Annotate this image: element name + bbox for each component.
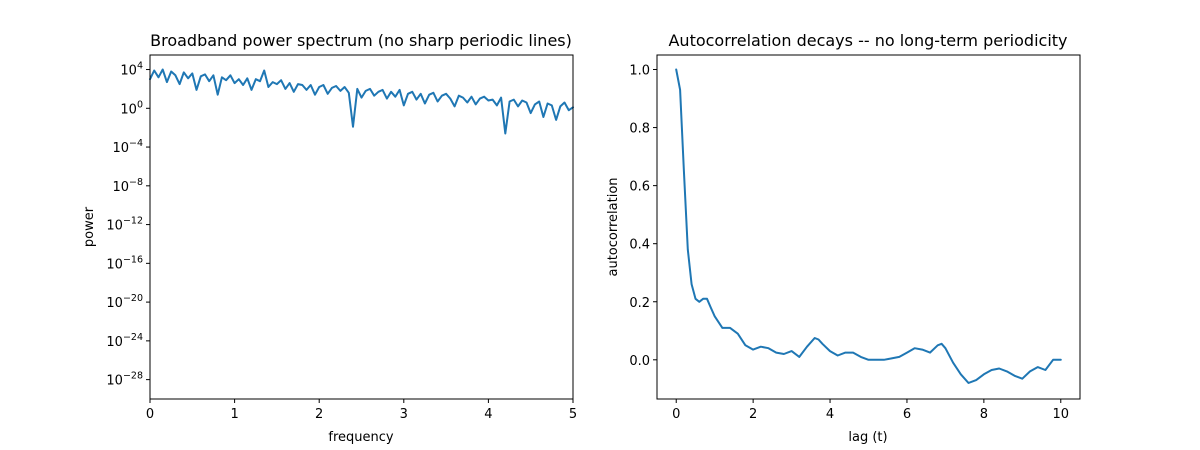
spectrum-panel: Broadband power spectrum (no sharp perio… — [82, 31, 577, 445]
spectrum-x-tick-label: 0 — [146, 407, 154, 422]
autocorrelation-title: Autocorrelation decays -- no long-term p… — [668, 31, 1067, 50]
spectrum-y-tick-exponent: 0 — [137, 99, 143, 110]
spectrum-y-tick-label: 10−4 — [112, 138, 143, 156]
spectrum-x-ticks: 0 1 2 3 4 5 — [146, 399, 577, 422]
autocorrelation-axes-frame — [656, 54, 1081, 400]
autocorrelation-y-tick-label: 0.6 — [629, 180, 650, 195]
autocorrelation-x-tick-label: 2 — [749, 407, 757, 422]
spectrum-y-tick-base: 10 — [106, 374, 123, 389]
autocorrelation-x-tick-label: 8 — [980, 407, 988, 422]
spectrum-y-tick-label: 10−28 — [106, 371, 143, 389]
spectrum-y-tick-label: 104 — [120, 61, 143, 79]
autocorrelation-y-tick-label: 0.8 — [629, 122, 650, 137]
autocorrelation-x-tick-label: 6 — [903, 407, 911, 422]
spectrum-x-label: frequency — [328, 430, 394, 445]
spectrum-series — [149, 68, 574, 135]
spectrum-y-tick-base: 10 — [106, 257, 123, 272]
autocorrelation-series — [675, 68, 1062, 384]
spectrum-y-tick-exponent: −24 — [123, 332, 143, 343]
autocorrelation-y-tick-label: 0.2 — [629, 296, 650, 311]
spectrum-y-tick-base: 10 — [106, 296, 123, 311]
autocorrelation-x-label: lag (t) — [848, 430, 887, 445]
spectrum-x-tick-label: 4 — [484, 407, 492, 422]
autocorrelation-line — [675, 68, 1062, 384]
spectrum-y-label: power — [82, 206, 97, 247]
spectrum-y-tick-label: 100 — [120, 99, 143, 117]
spectrum-y-tick-base: 10 — [120, 64, 137, 79]
spectrum-y-tick-exponent: −4 — [129, 138, 143, 149]
spectrum-y-tick-base: 10 — [112, 141, 129, 156]
spectrum-title: Broadband power spectrum (no sharp perio… — [150, 31, 572, 50]
spectrum-y-tick-exponent: −28 — [123, 371, 143, 382]
autocorrelation-y-tick-label: 0.4 — [629, 238, 650, 253]
spectrum-y-tick-base: 10 — [112, 180, 129, 195]
spectrum-y-tick-exponent: 4 — [137, 61, 143, 72]
autocorrelation-y-ticks: 0.0 0.2 0.4 0.6 0.8 1.0 — [629, 64, 657, 369]
spectrum-y-tick-exponent: −12 — [123, 216, 143, 227]
spectrum-x-tick-label: 2 — [315, 407, 323, 422]
spectrum-line — [149, 68, 574, 135]
spectrum-y-tick-base: 10 — [106, 335, 123, 350]
autocorrelation-x-tick-label: 4 — [826, 407, 834, 422]
autocorrelation-x-tick-label: 10 — [1052, 407, 1069, 422]
spectrum-y-tick-base: 10 — [120, 102, 137, 117]
spectrum-x-tick-label: 3 — [400, 407, 408, 422]
spectrum-y-tick-exponent: −20 — [123, 293, 143, 304]
spectrum-y-tick-label: 10−16 — [106, 254, 143, 272]
spectrum-x-tick-label: 5 — [569, 407, 577, 422]
spectrum-axes-frame — [149, 54, 574, 400]
spectrum-x-tick-label: 1 — [230, 407, 238, 422]
spectrum-y-tick-base: 10 — [106, 219, 123, 234]
autocorrelation-panel: Autocorrelation decays -- no long-term p… — [606, 31, 1081, 445]
autocorrelation-y-tick-label: 0.0 — [629, 354, 650, 369]
spectrum-y-tick-label: 10−12 — [106, 216, 143, 234]
autocorrelation-x-tick-label: 0 — [672, 407, 680, 422]
spectrum-y-tick-exponent: −8 — [129, 177, 143, 188]
autocorrelation-x-ticks: 0 2 4 6 8 10 — [672, 399, 1069, 422]
autocorrelation-y-label: autocorrelation — [606, 177, 621, 276]
spectrum-y-tick-exponent: −16 — [123, 254, 143, 265]
autocorrelation-y-tick-label: 1.0 — [629, 64, 650, 79]
spectrum-y-tick-label: 10−8 — [112, 177, 143, 195]
spectrum-y-tick-label: 10−20 — [106, 293, 143, 311]
spectrum-y-tick-label: 10−24 — [106, 332, 143, 350]
